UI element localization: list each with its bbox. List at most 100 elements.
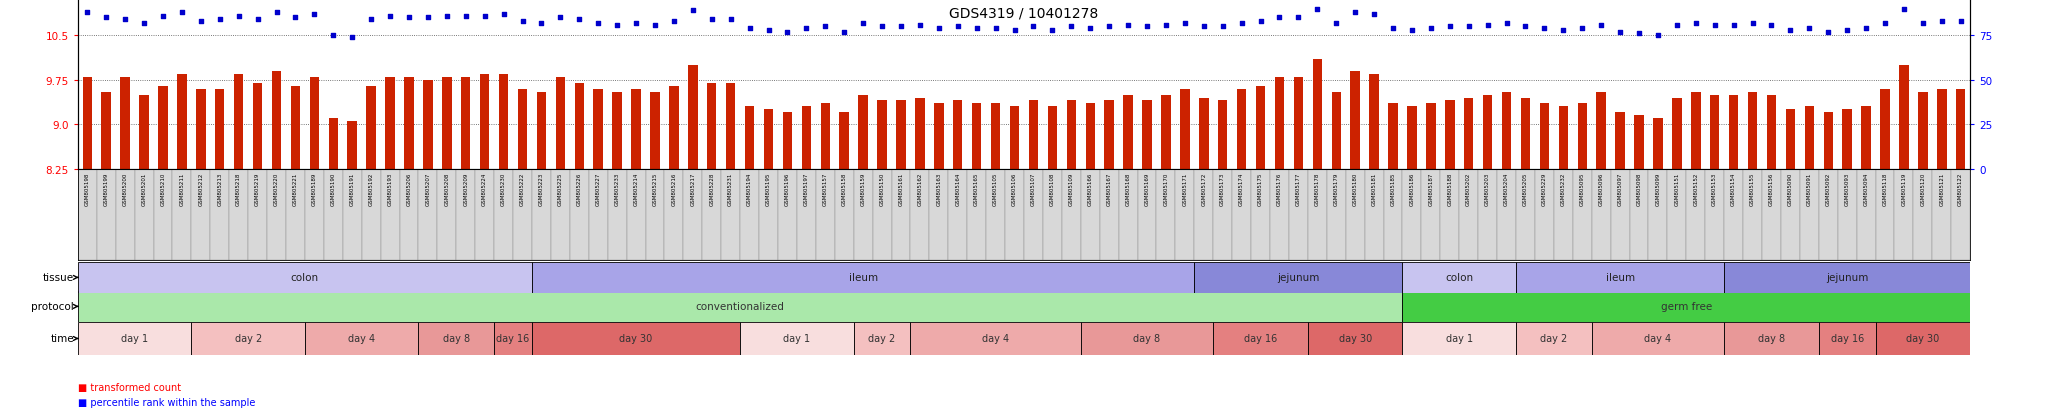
Bar: [178, 75, 186, 169]
Bar: [934, 104, 944, 169]
Point: [299, 12, 332, 18]
Bar: [1421, 169, 1440, 260]
Point: [582, 20, 614, 27]
Point: [1679, 20, 1712, 27]
Point: [1300, 6, 1333, 13]
Bar: [1516, 262, 1724, 293]
Bar: [897, 101, 905, 169]
Text: GSM805151: GSM805151: [1675, 172, 1679, 205]
Text: GSM805165: GSM805165: [975, 172, 979, 205]
Bar: [1786, 110, 1796, 169]
Point: [72, 10, 104, 17]
Point: [600, 22, 633, 29]
Bar: [154, 169, 172, 260]
Bar: [457, 169, 475, 260]
Bar: [1212, 322, 1309, 355]
Bar: [854, 322, 911, 355]
Text: GSM805155: GSM805155: [1751, 172, 1755, 205]
Text: GSM805221: GSM805221: [293, 172, 297, 205]
Bar: [342, 169, 362, 260]
Bar: [1819, 322, 1876, 355]
Bar: [612, 93, 623, 169]
Point: [1169, 20, 1202, 27]
Bar: [739, 169, 760, 260]
Bar: [836, 169, 854, 260]
Bar: [987, 169, 1006, 260]
Text: GSM805203: GSM805203: [1485, 172, 1491, 205]
Bar: [1554, 169, 1573, 260]
Bar: [1313, 60, 1323, 169]
Text: GSM805179: GSM805179: [1333, 172, 1339, 205]
Bar: [1894, 169, 1913, 260]
Text: GSM805197: GSM805197: [805, 172, 809, 205]
Point: [1622, 31, 1655, 38]
Bar: [1157, 169, 1176, 260]
Bar: [1898, 66, 1909, 169]
Point: [1491, 20, 1524, 27]
Bar: [1212, 169, 1233, 260]
Point: [1358, 12, 1391, 18]
Text: day 2: day 2: [868, 334, 895, 344]
Point: [1774, 28, 1806, 34]
Bar: [1176, 169, 1194, 260]
Text: GSM805220: GSM805220: [274, 172, 279, 205]
Text: GSM805157: GSM805157: [823, 172, 827, 205]
Text: GSM805166: GSM805166: [1087, 172, 1094, 205]
Text: germ free: germ free: [1661, 301, 1712, 312]
Point: [563, 17, 596, 24]
Text: GSM805180: GSM805180: [1352, 172, 1358, 205]
Point: [752, 28, 784, 34]
Bar: [1823, 113, 1833, 169]
Bar: [858, 95, 868, 169]
Text: day 2: day 2: [1540, 334, 1567, 344]
Bar: [78, 322, 190, 355]
Text: ■ transformed count: ■ transformed count: [78, 382, 180, 392]
Bar: [1198, 98, 1208, 169]
Bar: [631, 90, 641, 169]
Bar: [1729, 95, 1739, 169]
Text: GSM805233: GSM805233: [614, 172, 621, 205]
Bar: [1049, 107, 1057, 169]
Text: GSM805224: GSM805224: [481, 172, 487, 205]
Bar: [930, 169, 948, 260]
Bar: [1309, 169, 1327, 260]
Text: GSM805188: GSM805188: [1448, 172, 1452, 205]
Text: GSM805161: GSM805161: [899, 172, 903, 205]
Text: GSM805163: GSM805163: [936, 172, 942, 205]
Bar: [1346, 169, 1364, 260]
Bar: [1010, 107, 1020, 169]
Bar: [707, 83, 717, 169]
Text: protocol: protocol: [31, 301, 74, 312]
Bar: [190, 322, 305, 355]
Point: [449, 13, 481, 20]
Point: [127, 20, 160, 27]
Bar: [1933, 169, 1952, 260]
Bar: [287, 169, 305, 260]
Text: GDS4319 / 10401278: GDS4319 / 10401278: [950, 6, 1098, 20]
Bar: [1118, 169, 1137, 260]
Point: [1055, 24, 1087, 31]
Point: [506, 19, 539, 25]
Point: [885, 24, 918, 31]
Bar: [1104, 101, 1114, 169]
Bar: [782, 113, 793, 169]
Bar: [532, 322, 739, 355]
Point: [1944, 19, 1976, 25]
Bar: [1137, 169, 1157, 260]
Bar: [1671, 98, 1681, 169]
Bar: [1837, 169, 1858, 260]
Bar: [915, 98, 924, 169]
Bar: [418, 322, 494, 355]
Bar: [891, 169, 911, 260]
Bar: [1288, 169, 1309, 260]
Text: GSM805204: GSM805204: [1503, 172, 1509, 205]
Bar: [1194, 262, 1403, 293]
Bar: [158, 86, 168, 169]
Text: GSM805209: GSM805209: [463, 172, 469, 205]
Bar: [328, 119, 338, 169]
Text: GSM805090: GSM805090: [1788, 172, 1792, 205]
Bar: [1028, 101, 1038, 169]
Text: GSM805091: GSM805091: [1806, 172, 1812, 205]
Bar: [233, 75, 244, 169]
Bar: [1219, 101, 1227, 169]
